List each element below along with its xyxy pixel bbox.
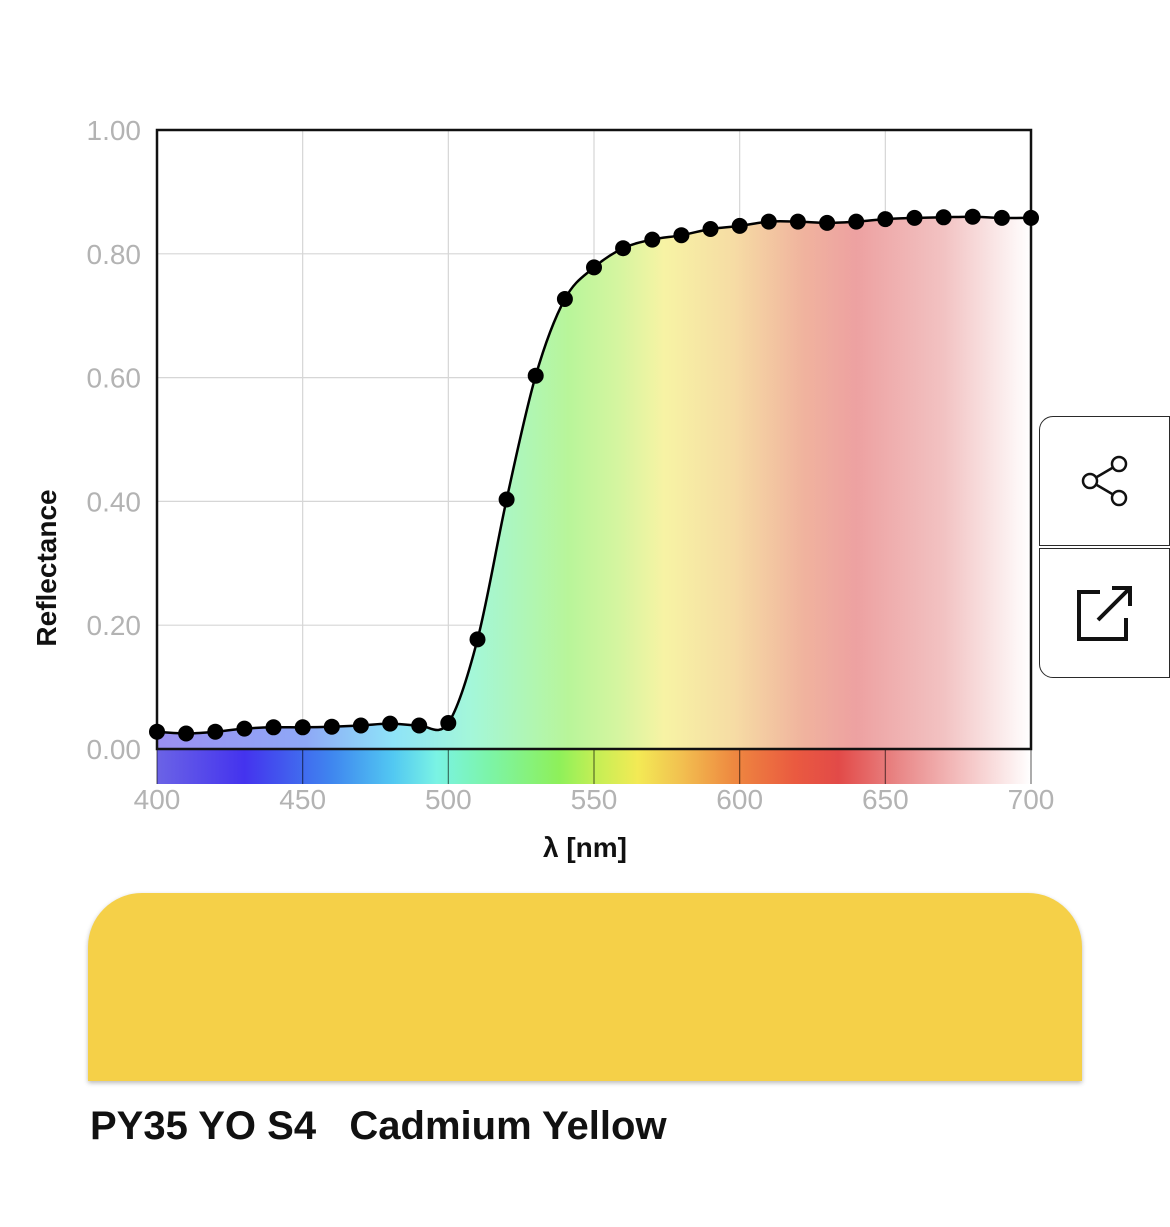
open-external-button[interactable] [1039, 548, 1170, 678]
pigment-name: Cadmium Yellow [349, 1104, 667, 1148]
x-tick-label: 650 [862, 784, 909, 815]
x-axis-title: λ [nm] [543, 832, 627, 863]
share-button[interactable] [1039, 416, 1170, 546]
y-tick-label: 0.80 [87, 239, 142, 270]
y-tick-label: 0.20 [87, 610, 142, 641]
data-point [702, 221, 719, 237]
data-point [993, 209, 1010, 226]
data-point [586, 259, 602, 276]
pigment-code: PY35 YO S4 [90, 1104, 317, 1148]
x-tick-label: 400 [134, 784, 181, 815]
data-point [469, 631, 486, 648]
data-point [964, 208, 981, 225]
data-point [819, 214, 836, 231]
data-point [1023, 209, 1039, 226]
data-point [615, 240, 632, 257]
data-point [207, 723, 224, 740]
data-point [556, 291, 573, 307]
data-point [440, 715, 457, 731]
data-point [877, 211, 894, 228]
y-tick-label: 0.60 [87, 363, 142, 394]
data-point [294, 719, 311, 736]
data-point [411, 717, 428, 734]
data-point [789, 213, 806, 230]
y-tick-label: 0.00 [87, 734, 142, 765]
y-tick-label: 0.40 [87, 486, 142, 517]
data-point [352, 717, 369, 734]
data-point [498, 491, 515, 508]
data-point [527, 367, 544, 384]
x-tick-label: 700 [1008, 784, 1055, 815]
data-point [265, 719, 282, 736]
data-point [760, 213, 777, 230]
reflectance-chart: 0.00 0.20 0.40 0.60 0.80 1.00 400 450 500 550 600… [31, 115, 1055, 863]
y-axis-title: Reflectance [31, 489, 62, 646]
data-point [906, 209, 923, 226]
data-point [236, 720, 253, 737]
data-point [323, 718, 340, 735]
y-tick-label: 1.00 [87, 115, 142, 146]
pigment-title: PY35 YO S4 Cadmium Yellow [90, 1104, 667, 1149]
x-tick-label: 450 [279, 784, 326, 815]
data-point [673, 227, 690, 244]
x-tick-label: 550 [571, 784, 618, 815]
x-tick-label: 500 [425, 784, 472, 815]
reflectance-area-fill [157, 216, 1031, 750]
data-point [644, 231, 661, 248]
data-point [731, 217, 748, 234]
plot-frame [155, 128, 1033, 751]
external-link-icon [1076, 586, 1132, 641]
data-point [935, 209, 952, 226]
data-point [178, 725, 195, 742]
data-point [382, 715, 399, 732]
x-tick-label: 600 [716, 784, 763, 815]
data-point [149, 723, 165, 740]
data-point [848, 213, 865, 230]
share-icon [1081, 455, 1127, 507]
color-swatch [88, 893, 1082, 1081]
